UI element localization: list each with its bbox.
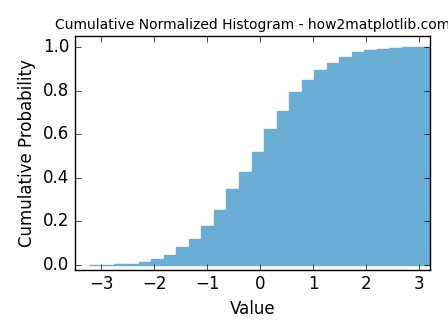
Bar bbox=[239, 172, 251, 265]
Bar bbox=[389, 47, 402, 265]
Bar bbox=[139, 262, 151, 265]
Bar bbox=[314, 70, 327, 265]
Bar bbox=[377, 49, 389, 265]
Bar bbox=[126, 264, 139, 265]
Y-axis label: Cumulative Probability: Cumulative Probability bbox=[18, 59, 36, 247]
Bar bbox=[327, 64, 339, 265]
Bar bbox=[414, 47, 427, 265]
Bar bbox=[402, 47, 414, 265]
Bar bbox=[214, 210, 226, 265]
Bar bbox=[339, 57, 352, 265]
Bar bbox=[352, 52, 364, 265]
Title: Cumulative Normalized Histogram - how2matplotlib.com: Cumulative Normalized Histogram - how2ma… bbox=[55, 18, 448, 32]
X-axis label: Value: Value bbox=[230, 300, 275, 318]
Bar bbox=[114, 264, 126, 265]
Bar bbox=[276, 111, 289, 265]
Bar bbox=[151, 259, 164, 265]
Bar bbox=[226, 189, 239, 265]
Bar bbox=[302, 80, 314, 265]
Bar bbox=[251, 152, 264, 265]
Bar bbox=[427, 47, 439, 265]
Bar bbox=[177, 247, 189, 265]
Bar bbox=[189, 239, 202, 265]
Bar bbox=[364, 50, 377, 265]
Bar bbox=[164, 255, 177, 265]
Bar bbox=[202, 226, 214, 265]
Bar bbox=[264, 129, 276, 265]
Bar bbox=[289, 92, 302, 265]
Bar bbox=[439, 47, 448, 265]
